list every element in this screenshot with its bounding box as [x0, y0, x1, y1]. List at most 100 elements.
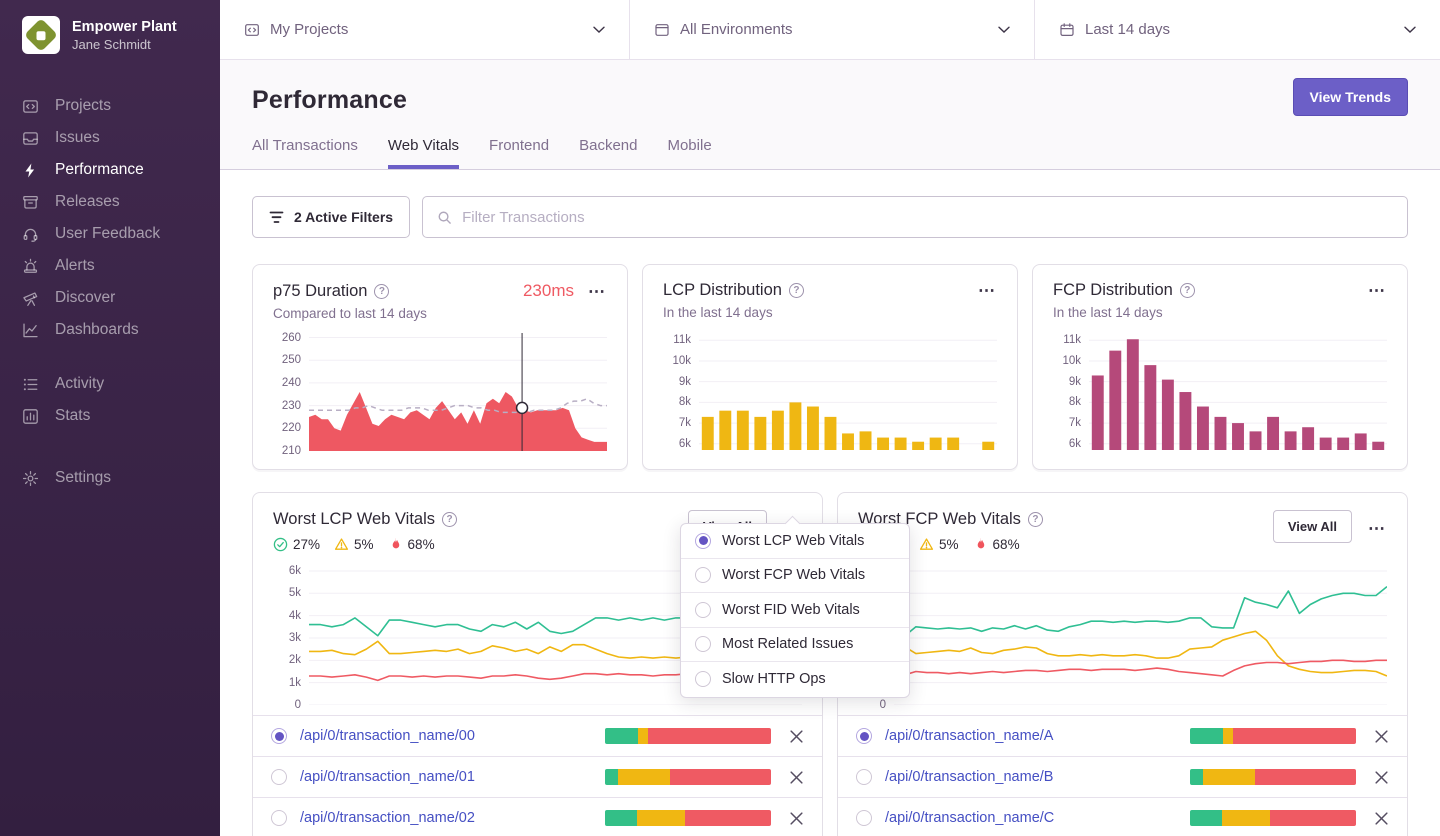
- issues-icon: [23, 131, 38, 145]
- filter-icon: [269, 211, 284, 223]
- environment-icon: [655, 23, 669, 36]
- vitals-breakdown-bar: [605, 728, 771, 744]
- poor-stat: 68%: [388, 537, 435, 552]
- sidebar-item-user-feedback[interactable]: User Feedback: [0, 218, 220, 250]
- menu-item-worst-lcp-web-vitals[interactable]: Worst LCP Web Vitals: [681, 524, 909, 559]
- warning-triangle-icon: [919, 538, 934, 550]
- help-icon[interactable]: ?: [442, 512, 458, 527]
- sidebar-item-settings[interactable]: Settings: [0, 462, 220, 494]
- radio-button[interactable]: [271, 810, 287, 826]
- fire-icon: [392, 538, 399, 549]
- card-subtitle: Compared to last 14 days: [273, 306, 427, 321]
- sidebar-item-activity[interactable]: Activity: [0, 368, 220, 400]
- sidebar-item-performance[interactable]: Performance: [0, 154, 220, 186]
- close-icon[interactable]: [789, 770, 804, 785]
- radio-button[interactable]: [695, 671, 711, 688]
- radio-button[interactable]: [695, 601, 711, 618]
- sidebar-item-stats[interactable]: Stats: [0, 400, 220, 432]
- card-title: Worst LCP Web Vitals: [273, 510, 436, 528]
- projects-icon: [23, 99, 38, 113]
- active-filters-label: 2 Active Filters: [294, 209, 394, 225]
- p75-duration-card: p75 Duration ? 230ms ⋯ Compared to last …: [252, 264, 628, 470]
- sidebar-item-discover[interactable]: Discover: [0, 282, 220, 314]
- y-axis: 260 250 240 230 220 210: [281, 331, 301, 457]
- date-range-selector[interactable]: Last 14 days: [1035, 0, 1440, 59]
- transaction-link[interactable]: /api/0/transaction_name/01: [300, 769, 475, 785]
- overflow-menu-icon[interactable]: ⋯: [1368, 519, 1387, 538]
- transaction-link[interactable]: /api/0/transaction_name/02: [300, 810, 475, 826]
- close-icon[interactable]: [1374, 729, 1389, 744]
- sidebar-item-alerts[interactable]: Alerts: [0, 250, 220, 282]
- radio-button[interactable]: [695, 567, 711, 584]
- help-icon[interactable]: ?: [1179, 283, 1195, 298]
- tab-mobile[interactable]: Mobile: [667, 137, 712, 154]
- sidebar-item-dashboards[interactable]: Dashboards: [0, 314, 220, 346]
- radio-button[interactable]: [271, 769, 287, 785]
- view-all-button[interactable]: View All: [1272, 510, 1352, 543]
- search-input[interactable]: [462, 208, 1393, 226]
- chevron-down-icon: [1404, 26, 1416, 33]
- overflow-menu-icon[interactable]: ⋯: [978, 281, 997, 300]
- tab-web-vitals[interactable]: Web Vitals: [387, 137, 460, 169]
- sidebar-item-issues[interactable]: Issues: [0, 122, 220, 154]
- org-switcher[interactable]: Empower Plant Jane Schmidt: [0, 0, 220, 64]
- radio-button[interactable]: [695, 636, 711, 653]
- help-icon[interactable]: ?: [1027, 512, 1043, 527]
- sidebar-item-releases[interactable]: Releases: [0, 186, 220, 218]
- vitals-breakdown-bar: [1190, 810, 1356, 826]
- vitals-type-dropdown-menu: Worst LCP Web Vitals Worst FCP Web Vitals…: [680, 523, 910, 698]
- table-row: /api/0/transaction_name/C: [838, 798, 1407, 836]
- radio-button[interactable]: [695, 532, 711, 549]
- dashboards-icon: [23, 322, 38, 337]
- close-icon[interactable]: [1374, 811, 1389, 826]
- overflow-menu-icon[interactable]: ⋯: [1368, 281, 1387, 300]
- radio-button[interactable]: [271, 728, 287, 744]
- transaction-link[interactable]: /api/0/transaction_name/C: [885, 810, 1055, 826]
- card-subtitle: In the last 14 days: [663, 305, 773, 320]
- org-logo: [22, 16, 60, 54]
- tab-backend[interactable]: Backend: [579, 137, 638, 154]
- active-filters-button[interactable]: 2 Active Filters: [252, 196, 411, 238]
- menu-item-most-related-issues[interactable]: Most Related Issues: [681, 628, 909, 662]
- sidebar-item-projects[interactable]: Projects: [0, 90, 220, 122]
- overflow-menu-icon[interactable]: ⋯: [588, 281, 607, 301]
- poor-stat: 68%: [973, 537, 1020, 552]
- project-selector[interactable]: My Projects: [220, 0, 630, 59]
- org-name: Empower Plant: [72, 19, 177, 36]
- activity-icon: [23, 378, 38, 390]
- releases-icon: [23, 195, 38, 209]
- worst-fcp-card: Worst FCP Web Vitals ? 27% 5%: [837, 492, 1408, 836]
- environment-selector[interactable]: All Environments: [630, 0, 1035, 59]
- view-trends-button[interactable]: View Trends: [1292, 78, 1408, 116]
- close-icon[interactable]: [1374, 770, 1389, 785]
- close-icon[interactable]: [789, 729, 804, 744]
- chevron-down-icon: [593, 26, 605, 33]
- transaction-link[interactable]: /api/0/transaction_name/A: [885, 728, 1054, 744]
- global-filter-bar: My Projects All Environments Last 14 day…: [220, 0, 1440, 60]
- performance-icon: [25, 162, 35, 178]
- tab-all-transactions[interactable]: All Transactions: [252, 137, 358, 154]
- menu-item-worst-fid-web-vitals[interactable]: Worst FID Web Vitals: [681, 593, 909, 628]
- check-circle-icon: [273, 537, 288, 552]
- transaction-link[interactable]: /api/0/transaction_name/00: [300, 728, 475, 744]
- help-icon[interactable]: ?: [788, 283, 804, 298]
- transaction-list: /api/0/transaction_name/00/api/0/transac…: [253, 715, 822, 836]
- radio-button[interactable]: [856, 728, 872, 744]
- card-title: p75 Duration: [273, 281, 368, 300]
- alerts-icon: [23, 258, 38, 273]
- close-icon[interactable]: [789, 811, 804, 826]
- chevron-down-icon: [998, 26, 1010, 33]
- page-header: Performance View Trends All Transactions…: [220, 60, 1440, 170]
- card-subtitle: In the last 14 days: [1053, 305, 1163, 320]
- warning-triangle-icon: [334, 538, 349, 550]
- radio-button[interactable]: [856, 810, 872, 826]
- radio-button[interactable]: [856, 769, 872, 785]
- transaction-link[interactable]: /api/0/transaction_name/B: [885, 769, 1054, 785]
- help-icon[interactable]: ?: [374, 283, 390, 299]
- settings-icon: [22, 470, 39, 486]
- lcp-distribution-chart: [699, 332, 997, 450]
- good-stat: 27%: [273, 537, 320, 552]
- menu-item-slow-http-ops[interactable]: Slow HTTP Ops: [681, 662, 909, 697]
- tab-frontend[interactable]: Frontend: [489, 137, 550, 154]
- menu-item-worst-fcp-web-vitals[interactable]: Worst FCP Web Vitals: [681, 559, 909, 593]
